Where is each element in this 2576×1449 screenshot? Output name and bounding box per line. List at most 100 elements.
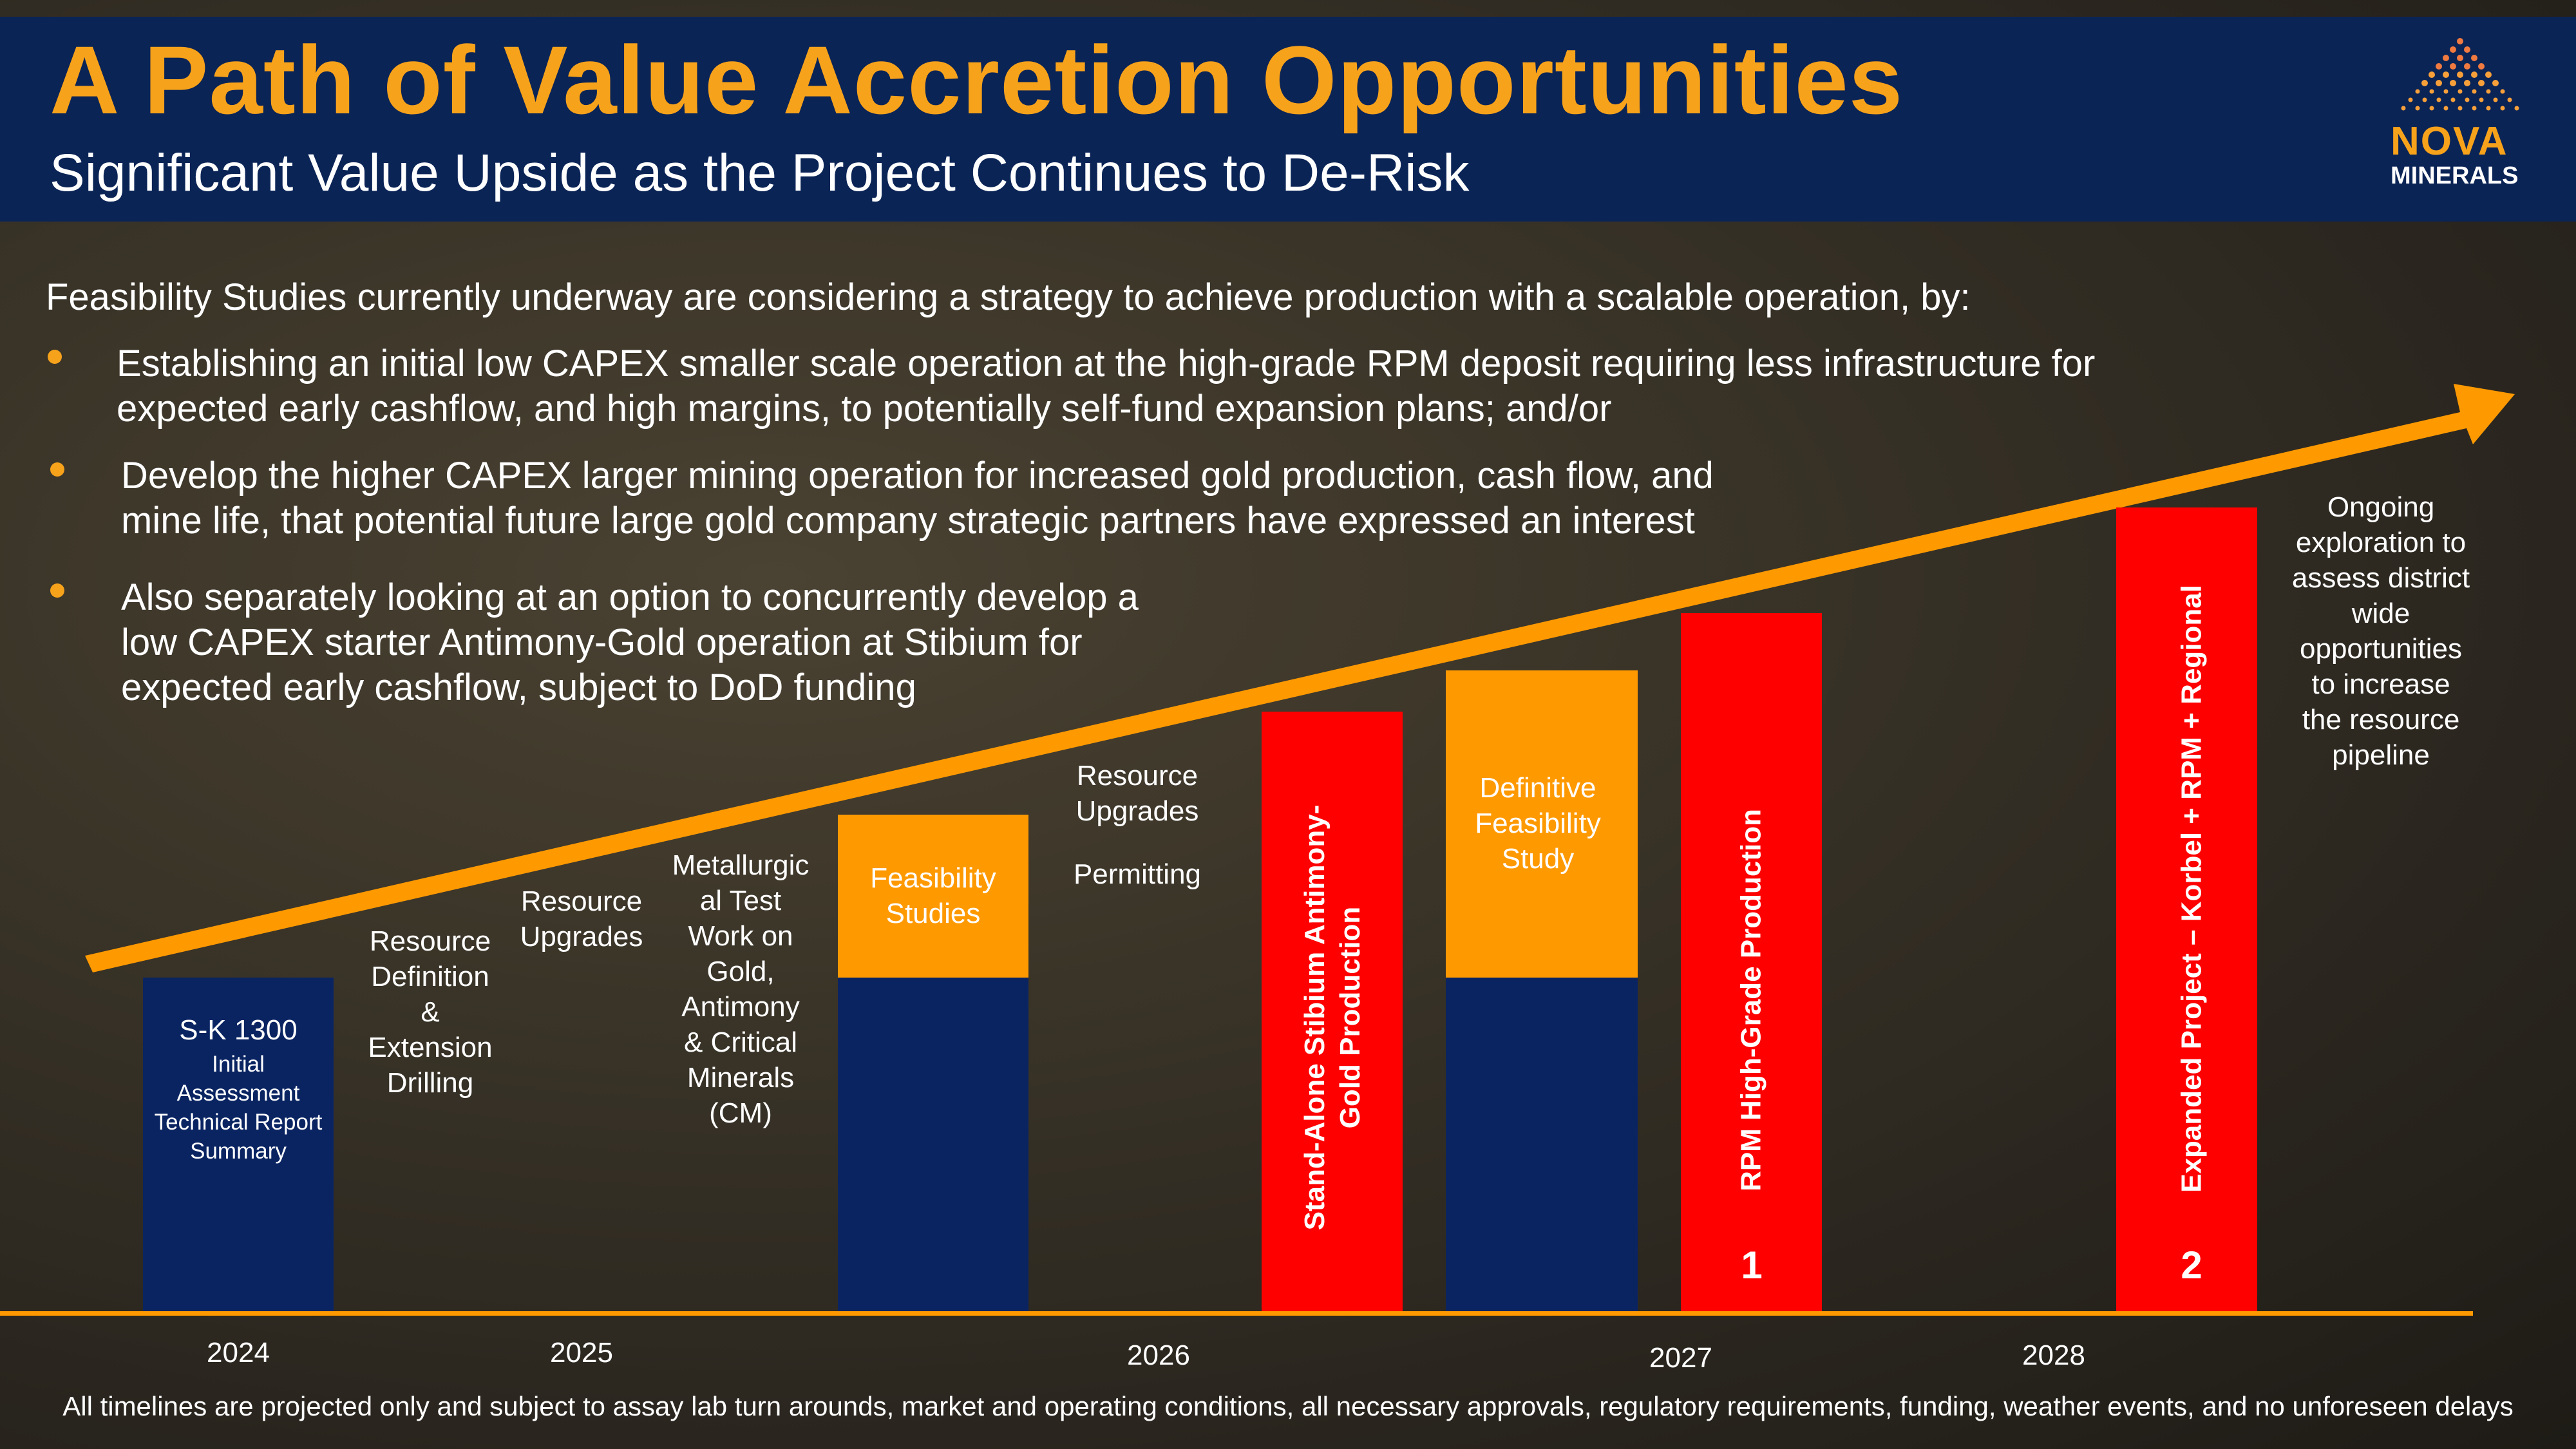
logo-dot [2443, 55, 2449, 61]
feasibility-bar-base [838, 978, 1028, 1311]
logo-dot [2429, 89, 2434, 94]
sk1300-title: S-K 1300 [179, 1014, 298, 1046]
logo-word-nova: NOVA [2391, 119, 2508, 164]
logo-dot [2464, 46, 2470, 53]
bullet-line: low CAPEX starter Antimony-Gold operatio… [121, 621, 1083, 663]
expanded-number: 2 [2181, 1244, 2202, 1287]
logo-dot [2486, 106, 2491, 111]
label-line: Resource [520, 886, 643, 917]
logo-dot [2450, 97, 2456, 102]
year-label: 2028 [2022, 1340, 2085, 1371]
year-label: 2026 [1127, 1340, 1190, 1371]
sk1300-bar [143, 978, 334, 1311]
logo-dot [2471, 55, 2477, 61]
label-line: Drilling [386, 1067, 474, 1099]
resource-upgrades-label-2: Resource Upgrades [1076, 758, 1199, 829]
bullet-1: Establishing an initial low CAPEX smalle… [117, 341, 2095, 431]
label-line: al Test [699, 885, 782, 916]
logo-dot [2415, 106, 2420, 111]
label-line: Assessment [176, 1081, 300, 1106]
label-line: assess district [2291, 562, 2470, 594]
label-line: Initial [212, 1052, 265, 1077]
label-line: & [421, 996, 440, 1028]
bullet-line: Develop the higher CAPEX larger mining o… [121, 455, 1714, 497]
label-line: Feasibility [870, 862, 996, 894]
dfs-bar-base [1446, 978, 1638, 1311]
label-line: pipeline [2332, 739, 2430, 771]
resource-definition-label: Resource Definition & Extension Drilling [368, 923, 492, 1101]
bullet-icon [50, 583, 64, 598]
label-line: wide [2351, 598, 2410, 629]
header-band [0, 17, 2576, 222]
rpm-bar [1681, 613, 1822, 1311]
label-line: Studies [886, 898, 981, 929]
logo-dot [2450, 63, 2456, 70]
logo-dot [2457, 38, 2463, 44]
logo-dot [2443, 89, 2448, 94]
label-line: Antimony [681, 991, 800, 1023]
rpm-label: RPM High-Grade Production [1735, 809, 1767, 1191]
logo-dot [2429, 71, 2435, 78]
bullet-line: mine life, that potential future large g… [121, 500, 1695, 542]
bullet-icon [48, 350, 62, 364]
page-title: A Path of Value Accretion Opportunities [50, 26, 1904, 134]
logo-dot [2450, 46, 2456, 53]
logo-dot [2492, 80, 2499, 86]
logo-dots-icon [2401, 38, 2519, 111]
bullet-line: Establishing an initial low CAPEX smalle… [117, 343, 2096, 384]
label-line: Definition [371, 961, 489, 992]
label-line: Resource [369, 925, 491, 957]
permitting-label: Permitting [1073, 858, 1202, 890]
logo-dot [2436, 63, 2442, 70]
dfs-bar-top [1446, 670, 1638, 978]
bullet-icon [50, 462, 64, 477]
label-line: Minerals [687, 1062, 795, 1094]
logo-dot [2465, 97, 2470, 102]
logo-dot [2415, 89, 2420, 94]
bullet-line: expected early cashflow, subject to DoD … [121, 667, 916, 708]
logo-dot [2422, 97, 2427, 102]
logo-dot [2507, 97, 2512, 102]
expanded-label: Expanded Project – Korbel + RPM + Region… [2175, 585, 2208, 1193]
feasibility-bar-top [838, 815, 1028, 978]
expanded-bar [2116, 507, 2257, 1311]
label-line: & Critical [683, 1027, 798, 1058]
logo-dot [2472, 106, 2477, 111]
logo-dot [2458, 89, 2463, 94]
intro-text: Feasibility Studies currently underway a… [46, 276, 1971, 318]
stibium-label: Stand-Alone Stibium Antimony- Gold Produ… [1297, 805, 1368, 1231]
label-line: Ongoing [2327, 491, 2435, 523]
logo-dot [2429, 106, 2434, 111]
logo-dot [2436, 97, 2441, 102]
label-line: Extension [368, 1032, 493, 1063]
rpm-number: 1 [1741, 1244, 1763, 1287]
label-line: Gold, [706, 956, 775, 987]
logo-dot [2464, 63, 2470, 70]
dfs-label: Definitive Feasibility Study [1475, 770, 1601, 876]
logo-dot [2514, 106, 2519, 111]
year-label: 2025 [550, 1337, 613, 1368]
label-line: opportunities [2300, 633, 2462, 665]
logo-dot [2443, 106, 2448, 111]
logo-dot [2485, 71, 2492, 78]
sk1300-desc: Initial Assessment Technical Report Summ… [155, 1050, 323, 1166]
timeline-baseline [0, 1311, 2473, 1316]
logo-dot [2479, 97, 2484, 102]
logo-dot [2478, 63, 2485, 70]
label-line: Upgrades [520, 921, 643, 952]
logo-dot [2500, 89, 2505, 94]
label-line: (CM) [709, 1097, 772, 1129]
label-line: Feasibility [1475, 808, 1601, 839]
logo-dot [2464, 80, 2470, 86]
label-line: Upgrades [1075, 795, 1199, 827]
bullet-3: Also separately looking at an option to … [121, 575, 1139, 710]
label-line: to increase [2311, 668, 2450, 700]
label-line: Metallurgic [672, 849, 810, 881]
resource-upgrades-label: Resource Upgrades [520, 884, 643, 954]
stibium-bar [1262, 712, 1403, 1311]
logo-word-minerals: MINERALS [2391, 162, 2519, 189]
metallurgical-label: Metallurgic al Test Work on Gold, Antimo… [672, 848, 810, 1131]
logo-dot [2486, 89, 2491, 94]
label-line: the resource [2302, 704, 2460, 735]
